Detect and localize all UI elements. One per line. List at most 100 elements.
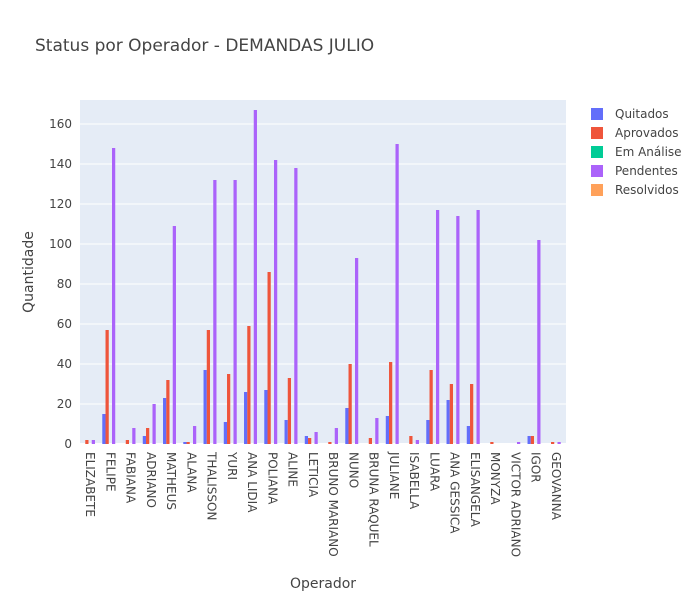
legend-entry[interactable]: Em Análise: [615, 145, 682, 159]
bar-aprovados[interactable]: [247, 326, 251, 444]
x-tick-label: ISABELLA: [407, 452, 421, 510]
bar-pendentes[interactable]: [435, 210, 440, 444]
bar-aprovados[interactable]: [267, 272, 271, 444]
x-tick-label: ELISANGELA: [468, 452, 482, 528]
x-tick-label: FELIPE: [103, 452, 117, 492]
x-tick-label: LETICIA: [306, 452, 320, 498]
legend[interactable]: Quitados Aprovados Em Análise Pendentes Reso…: [591, 107, 682, 197]
legend-swatch[interactable]: [591, 165, 603, 177]
x-tick-label: BRUNO MARIANO: [326, 452, 340, 557]
bar-quitados[interactable]: [345, 408, 349, 444]
bar-quitados[interactable]: [446, 400, 450, 444]
bar-pendentes[interactable]: [91, 440, 95, 444]
legend-swatch[interactable]: [591, 146, 603, 158]
bar-quitados[interactable]: [223, 422, 228, 444]
bar-aprovados[interactable]: [125, 440, 130, 444]
y-tick-label: 60: [57, 317, 72, 331]
x-tick-label: ALINE: [286, 452, 300, 487]
bar-quitados[interactable]: [264, 390, 268, 444]
bar-pendentes[interactable]: [111, 148, 116, 444]
bar-quitados[interactable]: [426, 420, 430, 444]
legend-entry[interactable]: Pendentes: [615, 164, 678, 178]
bar-pendentes[interactable]: [132, 428, 136, 444]
bar-pendentes[interactable]: [192, 426, 197, 444]
legend-swatch[interactable]: [591, 108, 603, 120]
y-axis-title: Quantidade: [21, 231, 37, 313]
bar-pendentes[interactable]: [415, 440, 419, 444]
bar-pendentes[interactable]: [334, 428, 338, 444]
bar-aprovados[interactable]: [146, 428, 150, 444]
bar-quitados[interactable]: [163, 398, 167, 444]
legend-swatch[interactable]: [591, 184, 603, 196]
x-tick-label: JULIANE: [387, 451, 401, 499]
bar-quitados[interactable]: [142, 436, 147, 444]
bar-quitados[interactable]: [102, 414, 106, 444]
x-axis-ticks: ELIZABETE FELIPE FABIANA ADRIANO MATHEUS ALAN…: [83, 451, 563, 557]
bar-pendentes[interactable]: [233, 180, 237, 444]
bar-pendentes[interactable]: [314, 432, 318, 444]
x-tick-label: ELIZABETE: [83, 452, 97, 517]
bar-pendentes[interactable]: [273, 160, 278, 444]
bar-aprovados[interactable]: [328, 442, 332, 444]
x-tick-label: ALANA: [184, 452, 198, 493]
bar-aprovados[interactable]: [551, 442, 555, 444]
bar-pendentes[interactable]: [395, 144, 399, 444]
bar-aprovados[interactable]: [470, 384, 474, 444]
x-tick-label: FABIANA: [124, 452, 138, 504]
chart-title: Status por Operador - DEMANDAS JULIO: [35, 36, 374, 56]
legend-entry[interactable]: Quitados: [615, 107, 669, 121]
legend-entry[interactable]: Resolvidos: [615, 183, 679, 197]
bar-aprovados[interactable]: [449, 384, 454, 444]
bar-aprovados[interactable]: [166, 380, 170, 444]
x-tick-label: IGOR: [529, 452, 543, 483]
bar-quitados[interactable]: [527, 436, 531, 444]
bar-quitados[interactable]: [183, 442, 187, 444]
bar-aprovados[interactable]: [389, 362, 393, 444]
bar-aprovados[interactable]: [368, 438, 373, 444]
x-tick-label: MONYZA: [488, 452, 502, 505]
bar-aprovados[interactable]: [348, 364, 352, 444]
bar-aprovados[interactable]: [429, 370, 433, 444]
gridlines: [80, 123, 566, 445]
bar-pendentes[interactable]: [456, 216, 460, 444]
x-tick-label: GEOVANNA: [549, 452, 563, 521]
bar-quitados[interactable]: [385, 416, 390, 444]
bar-pendentes[interactable]: [172, 226, 176, 444]
bar-pendentes[interactable]: [476, 210, 480, 444]
bar-pendentes[interactable]: [537, 240, 541, 444]
bar-pendentes[interactable]: [354, 258, 359, 444]
y-tick-label: 80: [57, 277, 72, 291]
x-tick-label: LUARA: [427, 452, 441, 492]
y-tick-label: 160: [49, 117, 72, 131]
bar-pendentes[interactable]: [557, 442, 561, 444]
bar-aprovados[interactable]: [308, 438, 312, 444]
bar-pendentes[interactable]: [152, 404, 156, 444]
bar-pendentes[interactable]: [253, 110, 257, 444]
y-tick-label: 120: [49, 197, 72, 211]
bar-aprovados[interactable]: [227, 374, 231, 444]
legend-entry[interactable]: Aprovados: [615, 126, 679, 140]
bar-aprovados[interactable]: [85, 440, 89, 444]
bar-aprovados[interactable]: [186, 442, 190, 444]
bar-aprovados[interactable]: [530, 436, 535, 444]
bar-pendentes[interactable]: [294, 168, 298, 444]
bar-quitados[interactable]: [304, 436, 309, 444]
bar-quitados[interactable]: [466, 426, 471, 444]
bar-quitados[interactable]: [244, 392, 248, 444]
bar-aprovados[interactable]: [409, 436, 413, 444]
legend-swatch[interactable]: [591, 127, 603, 139]
bar-pendentes[interactable]: [375, 418, 379, 444]
bar-aprovados[interactable]: [206, 330, 211, 444]
bar-quitados[interactable]: [203, 370, 207, 444]
x-tick-label: ADRIANO: [144, 452, 158, 508]
bar-aprovados[interactable]: [105, 330, 109, 444]
bar-aprovados[interactable]: [287, 378, 292, 444]
y-tick-label: 40: [57, 357, 72, 371]
y-tick-label: 140: [49, 157, 72, 171]
bar-pendentes[interactable]: [213, 180, 217, 444]
plot-area: [80, 100, 566, 444]
bar-quitados[interactable]: [284, 420, 288, 444]
bar-pendentes[interactable]: [516, 442, 521, 444]
bar-aprovados[interactable]: [490, 442, 494, 444]
